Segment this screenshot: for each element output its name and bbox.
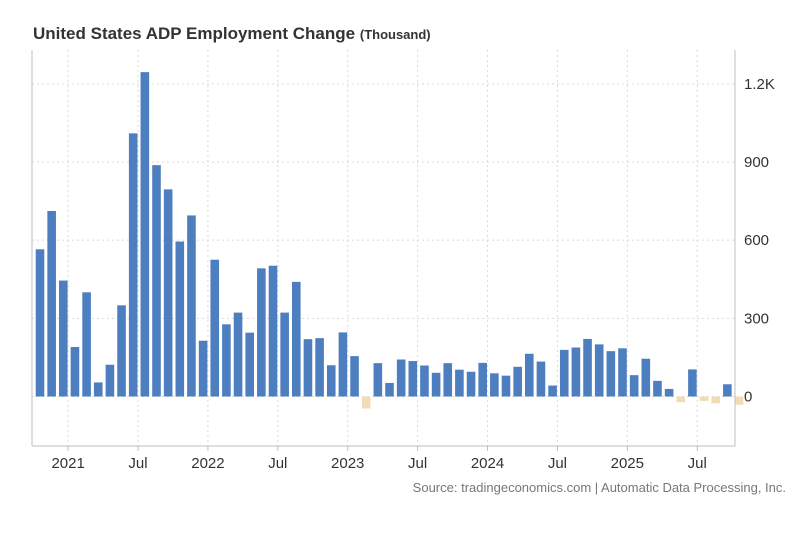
x-tick-label: 2021 xyxy=(51,455,84,472)
bar-mar-2025[interactable] xyxy=(641,358,651,397)
bar-jan-2021[interactable] xyxy=(59,280,68,397)
y-tick-label: 900 xyxy=(744,154,769,171)
bar-dec-2023[interactable] xyxy=(466,371,476,397)
bar-may-2022[interactable] xyxy=(245,332,254,397)
bar-jun-2024[interactable] xyxy=(536,361,546,397)
x-tick-label: Jul xyxy=(688,455,707,472)
source-note: Source: tradingeconomics.com | Automatic… xyxy=(412,480,786,495)
bar-may-2025[interactable] xyxy=(664,388,674,397)
bar-oct-2022[interactable] xyxy=(303,339,313,397)
grid-layer xyxy=(32,50,735,446)
bar-mar-2024[interactable] xyxy=(501,375,511,397)
bar-oct-2025[interactable] xyxy=(723,384,732,397)
x-tick-label: Jul xyxy=(128,455,147,472)
axis-layer: 1.2K 900 600 300 0 2021 Jul 2022 Jul 2023 Jul 2024 J… xyxy=(31,50,775,472)
bar-sep-2024[interactable] xyxy=(571,347,581,397)
bar-sep-2022[interactable] xyxy=(292,281,301,397)
bar-aug-2024[interactable] xyxy=(559,349,569,397)
bar-sep-2025[interactable] xyxy=(711,396,720,404)
bar-may-2023[interactable] xyxy=(385,382,394,397)
bar-jul-2025[interactable] xyxy=(688,369,697,397)
bar-apr-2022[interactable] xyxy=(233,312,243,397)
bar-apr-2023[interactable] xyxy=(373,363,383,397)
bar-60[interactable] xyxy=(734,396,744,405)
bar-jun-2023[interactable] xyxy=(396,359,406,397)
x-tick-label: 2024 xyxy=(471,455,504,472)
bar-may-2024[interactable] xyxy=(525,353,534,397)
chart-title-text: United States ADP Employment Change xyxy=(33,24,356,43)
bar-apr-2021[interactable] xyxy=(93,382,103,397)
bar-feb-2021[interactable] xyxy=(70,347,80,397)
bar-dec-2024[interactable] xyxy=(606,351,616,397)
bar-oct-2024[interactable] xyxy=(583,338,592,397)
bar-feb-2025[interactable] xyxy=(629,375,639,397)
bar-feb-2022[interactable] xyxy=(210,259,220,397)
x-tick-label: Jul xyxy=(408,455,427,472)
x-tick-label: 2025 xyxy=(611,455,644,472)
bar-jun-2025[interactable] xyxy=(676,396,686,403)
bar-jul-2023[interactable] xyxy=(408,361,418,397)
bar-jan-2024[interactable] xyxy=(478,362,487,397)
bar-layer xyxy=(35,72,744,409)
bar-may-2021[interactable] xyxy=(105,364,115,397)
bar-jan-2022[interactable] xyxy=(198,340,208,397)
bar-apr-2025[interactable] xyxy=(653,380,662,397)
bar-aug-2022[interactable] xyxy=(280,312,289,397)
bar-feb-2024[interactable] xyxy=(490,373,499,397)
x-tick-label: 2023 xyxy=(331,455,364,472)
bar-mar-2021[interactable] xyxy=(82,292,91,397)
y-tick-label: 0 xyxy=(744,389,752,406)
x-tick-label: Jul xyxy=(268,455,287,472)
y-tick-label: 300 xyxy=(744,310,769,327)
bar-mar-2023[interactable] xyxy=(361,396,371,409)
chart-unit: (Thousand) xyxy=(359,27,431,42)
bar-sep-2021[interactable] xyxy=(152,165,161,397)
bar-nov-2023[interactable] xyxy=(455,369,464,397)
chart-title: United States ADP Employment Change (Tho… xyxy=(33,24,431,44)
bar-jan-2025[interactable] xyxy=(618,348,627,397)
bar-oct-2023[interactable] xyxy=(443,363,453,397)
bar-feb-2023[interactable] xyxy=(350,356,359,397)
x-tick-label: 2022 xyxy=(191,455,224,472)
bar-jun-2021[interactable] xyxy=(117,305,126,397)
bar-apr-2024[interactable] xyxy=(513,366,522,397)
bar-mar-2022[interactable] xyxy=(222,324,231,397)
bar-jul-2022[interactable] xyxy=(268,265,278,397)
bar-jun-2022[interactable] xyxy=(257,268,266,397)
bar-dec-2020[interactable] xyxy=(47,211,56,397)
bar-jan-2023[interactable] xyxy=(338,332,348,397)
bar-nov-2022[interactable] xyxy=(315,338,324,397)
bar-nov-2024[interactable] xyxy=(594,344,604,397)
bar-sep-2023[interactable] xyxy=(431,372,441,397)
x-tick-label: Jul xyxy=(548,455,567,472)
y-tick-label: 600 xyxy=(744,232,769,249)
bar-aug-2021[interactable] xyxy=(140,72,150,397)
bar-aug-2025[interactable] xyxy=(699,396,709,401)
bar-dec-2022[interactable] xyxy=(326,365,336,397)
bar-nov-2020[interactable] xyxy=(35,249,45,397)
y-tick-label: 1.2K xyxy=(744,76,775,93)
bar-jul-2024[interactable] xyxy=(548,385,557,397)
bar-aug-2023[interactable] xyxy=(420,365,429,397)
bar-jul-2021[interactable] xyxy=(128,133,138,397)
bar-nov-2021[interactable] xyxy=(175,241,185,397)
bar-dec-2021[interactable] xyxy=(187,215,196,397)
bar-oct-2021[interactable] xyxy=(163,189,173,397)
